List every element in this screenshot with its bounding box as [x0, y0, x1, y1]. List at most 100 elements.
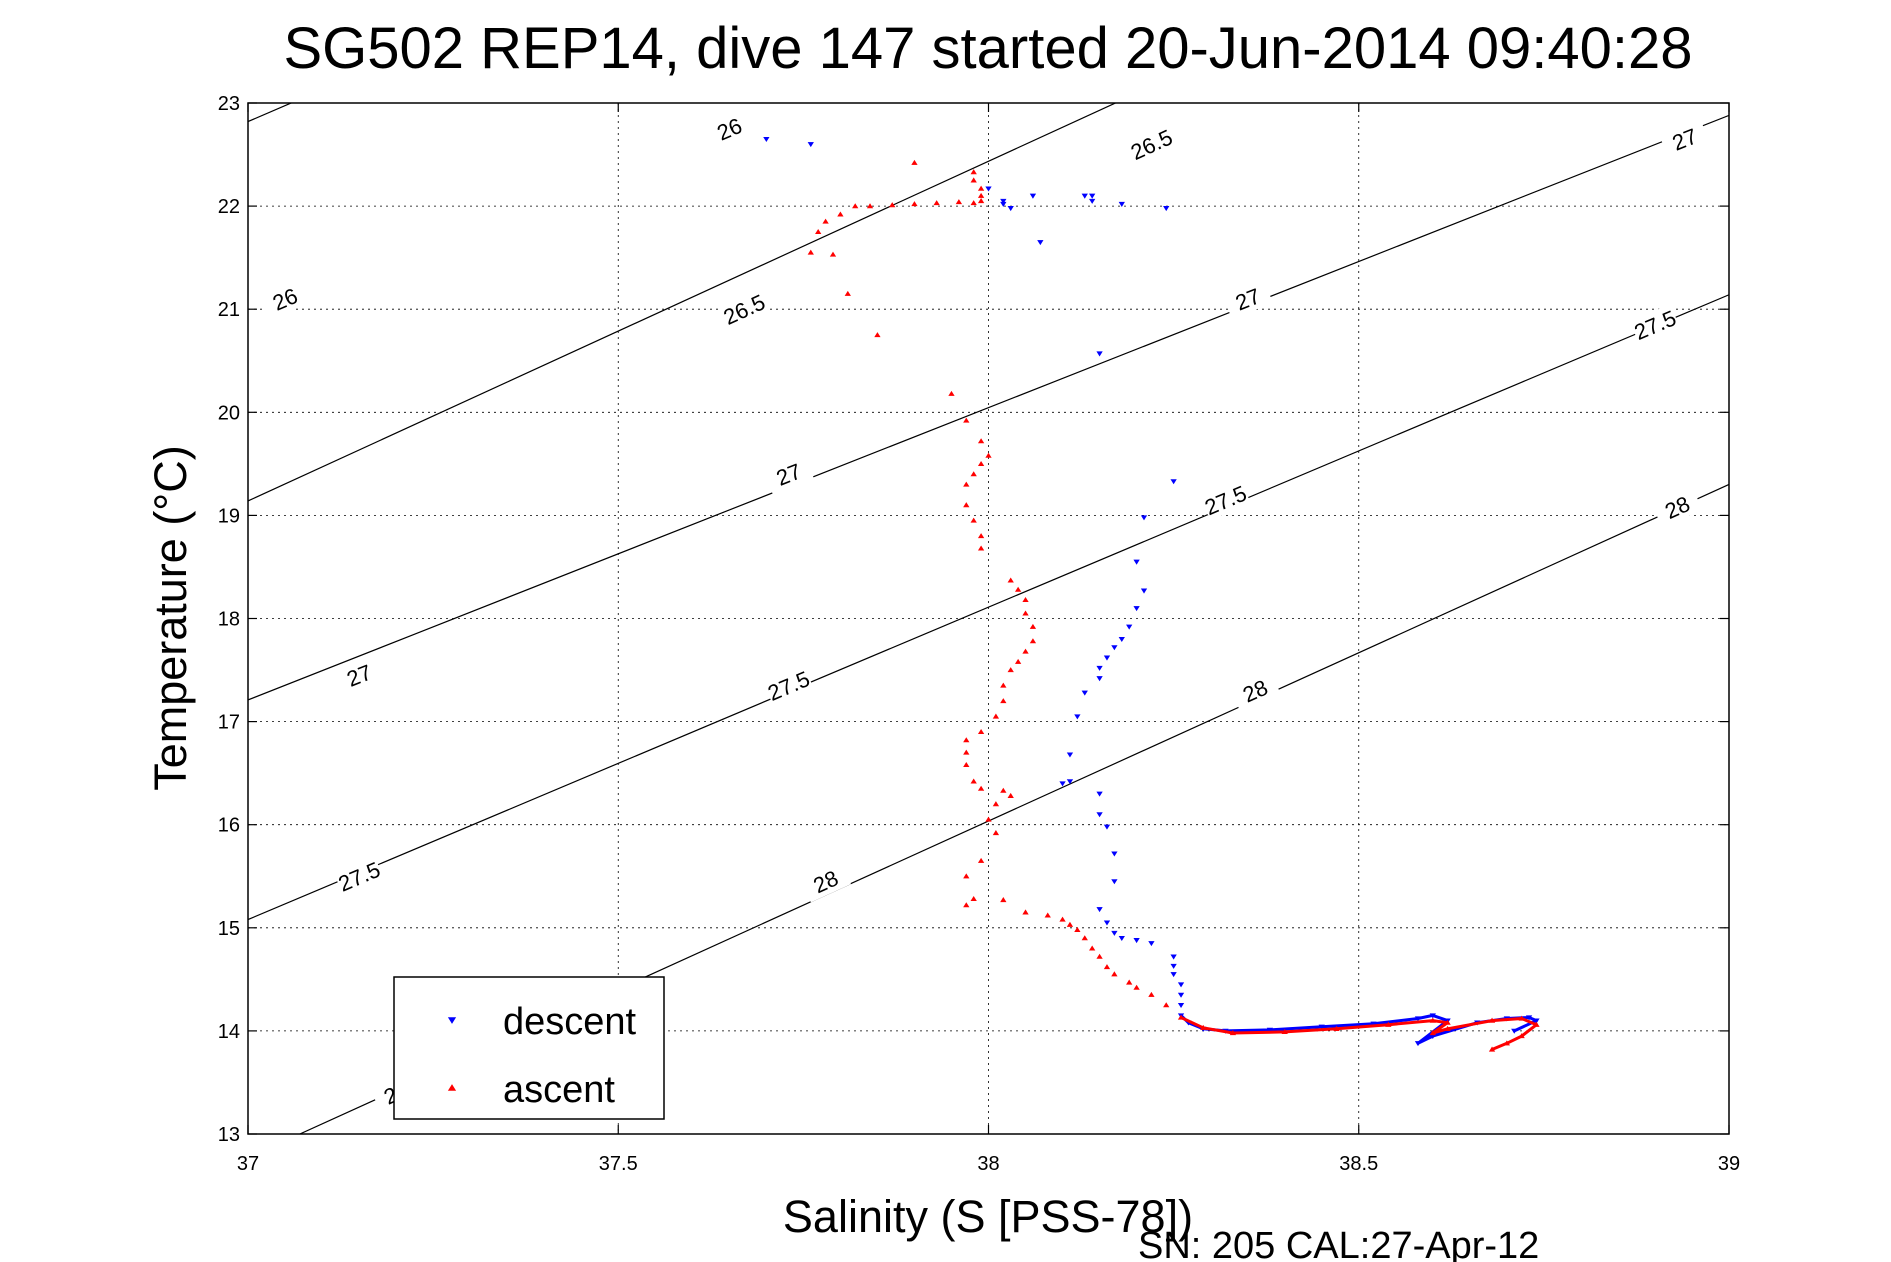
descent-point [1059, 781, 1066, 787]
ascent-point [963, 737, 970, 743]
ascent-point [1111, 971, 1118, 977]
ascent-point [1148, 991, 1155, 997]
descent-point [1096, 907, 1103, 913]
ascent-point [970, 471, 977, 477]
x-tick-label: 37.5 [599, 1153, 638, 1175]
ascent-point [977, 438, 985, 444]
descent-point [1111, 930, 1118, 936]
ascent-point [1074, 926, 1081, 932]
descent-point [1111, 645, 1118, 651]
ascent-point [955, 199, 963, 205]
descent-point [1170, 972, 1177, 978]
ascent-point [970, 177, 977, 183]
ascent-point [1000, 682, 1007, 688]
descent-point [985, 186, 992, 192]
ascent-point [977, 533, 985, 539]
contour-label-bg [1200, 479, 1251, 521]
contour-label-bg [259, 278, 311, 320]
ascent-point [807, 249, 814, 255]
descent-point [1170, 963, 1177, 969]
descent-point [1103, 824, 1111, 830]
ascent-point [977, 857, 985, 863]
ascent-point [977, 545, 985, 551]
ascent-point [1103, 964, 1111, 970]
y-axis-label: Temperature (°C) [145, 445, 196, 791]
descent-point [1118, 935, 1125, 942]
descent-point [1170, 479, 1177, 485]
legend: descent ascent [393, 976, 665, 1120]
descent-point [1177, 992, 1185, 998]
descent-point [1177, 1003, 1185, 1009]
contour-label-bg [1659, 118, 1710, 160]
descent-point [1133, 938, 1140, 944]
contour-label-bg [333, 655, 385, 696]
ascent-dense-trace [1180, 1016, 1538, 1051]
y-tick-label: 20 [218, 402, 240, 424]
descent-point [1103, 920, 1111, 926]
descent-point [1000, 201, 1007, 207]
ascent-point [1059, 916, 1066, 922]
ascent-point [1022, 597, 1029, 603]
ascent-point [970, 169, 977, 175]
ascent-point [815, 228, 822, 234]
descent-point [1074, 714, 1081, 720]
ascent-point [1029, 623, 1037, 629]
ascent-point [1007, 577, 1014, 583]
descent-point [807, 142, 814, 148]
ascent-point [852, 203, 859, 209]
x-tick-label: 38.5 [1339, 1153, 1378, 1175]
descent-point [1096, 665, 1103, 671]
descent-point [1177, 982, 1185, 988]
ascent-point [963, 502, 970, 508]
descent-point [1118, 636, 1125, 643]
descent-point [763, 136, 770, 142]
ascent-point [963, 761, 970, 768]
descent-point [1170, 954, 1177, 960]
ascent-point [992, 713, 1000, 719]
legend-marker-descent [447, 1017, 457, 1024]
legend-box [393, 976, 665, 1120]
descent-point [1111, 851, 1118, 857]
legend-marker-ascent [447, 1084, 457, 1091]
contour-label-bg [1229, 669, 1281, 712]
ascent-point [911, 201, 918, 207]
ascent-point [866, 203, 874, 209]
ascent-point [1022, 610, 1029, 616]
contour-label-bg [1125, 123, 1177, 166]
ascent-point [1081, 935, 1088, 941]
ascent-point [963, 902, 970, 908]
ascent-point [1066, 921, 1074, 927]
ascent-point [889, 202, 896, 208]
ascent-point [948, 390, 955, 396]
ascent-point [977, 785, 985, 791]
ascent-point [963, 417, 970, 423]
ascent-point [970, 517, 977, 523]
descent-point [1089, 198, 1096, 204]
ascent-point [992, 801, 1000, 807]
ascent-point [1089, 945, 1096, 951]
contour-label-bg [1222, 278, 1273, 320]
ascent-point [1007, 667, 1014, 673]
ascent-point [985, 816, 992, 822]
ascent-point [977, 185, 985, 191]
y-tick-label: 15 [218, 918, 240, 940]
contour-label-bg [703, 108, 755, 150]
ascent-point [1014, 586, 1022, 592]
descent-point [1126, 624, 1133, 630]
y-tick-label: 21 [218, 299, 240, 321]
descent-point [1096, 791, 1103, 797]
contour-label-bg [763, 664, 814, 707]
descent-point [1029, 193, 1037, 199]
contour-label-bg [718, 288, 770, 331]
ascent-point [1044, 912, 1051, 918]
contour-line [248, 294, 1729, 921]
ascent-point [837, 211, 844, 217]
ascent-point [874, 332, 881, 338]
ascent-point [970, 778, 977, 784]
contour-label-bg [763, 453, 814, 495]
descent-point [1081, 193, 1088, 199]
descent-point [1140, 515, 1148, 521]
ascent-point [985, 452, 992, 458]
ascent-point [963, 749, 970, 755]
y-tick-label: 18 [218, 609, 240, 631]
